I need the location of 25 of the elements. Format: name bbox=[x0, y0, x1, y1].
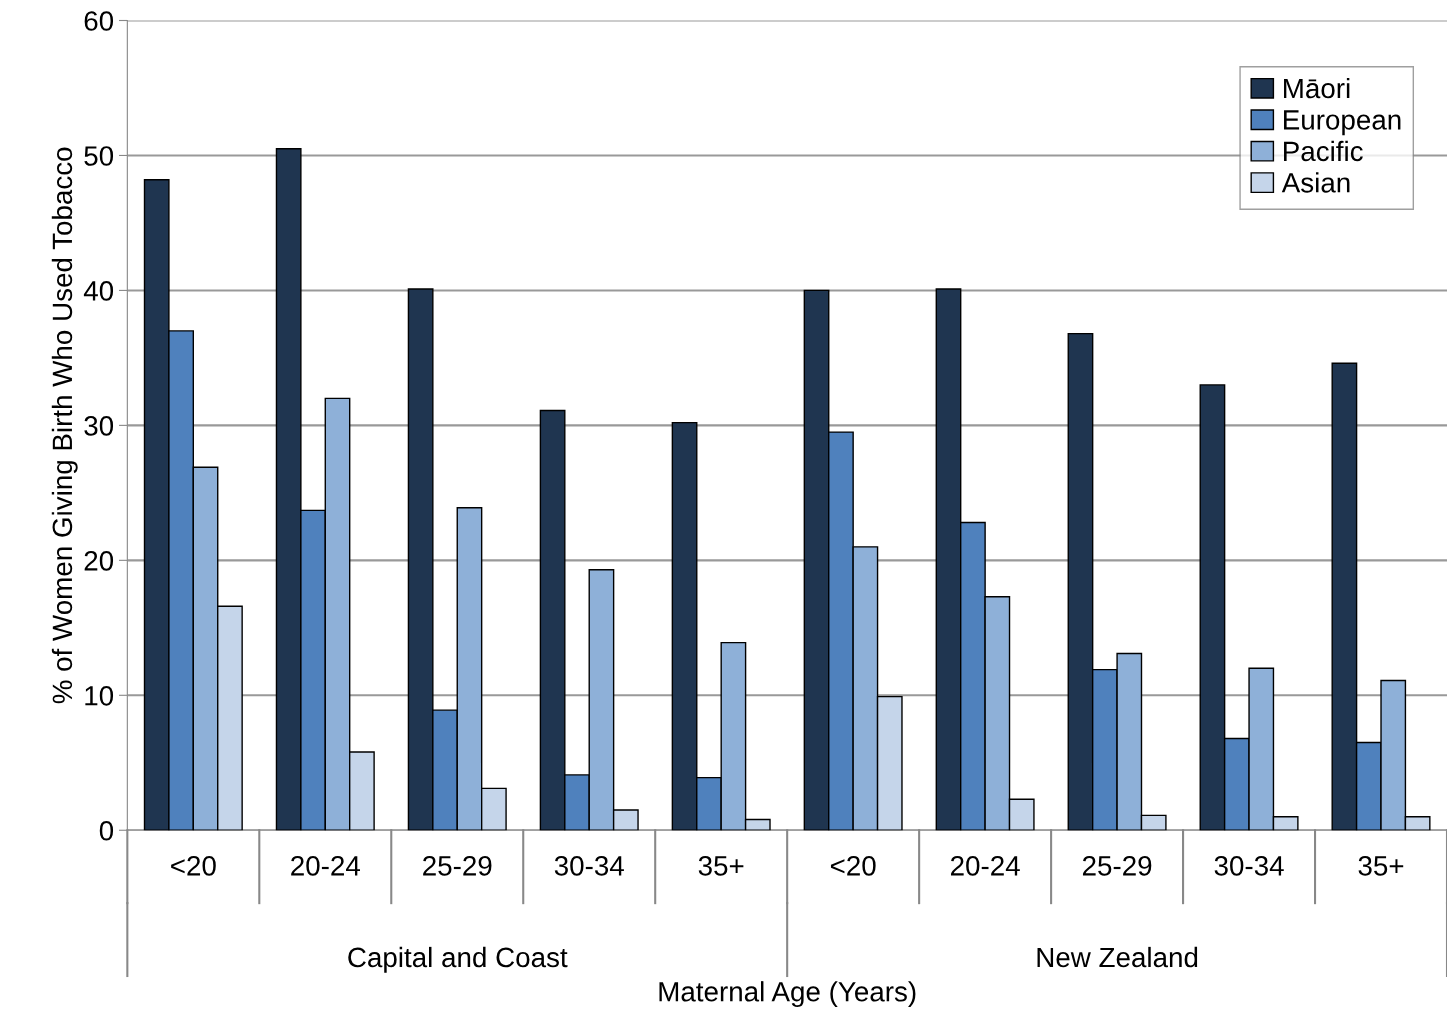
legend-label: Pacific bbox=[1284, 140, 1363, 162]
x-tick-label: 30-34 bbox=[1214, 855, 1284, 876]
text: Capital and Coast bbox=[348, 946, 568, 973]
y-tick-label: 0 bbox=[99, 820, 114, 841]
y-axis-title: % of Women Giving Birth Who Used Tobacco bbox=[51, 147, 78, 704]
y-tick-label: 60 bbox=[84, 11, 114, 31]
y-tick-label: 20 bbox=[84, 551, 114, 571]
x-tick-label: 25-29 bbox=[1082, 855, 1152, 876]
legend-label: European bbox=[1284, 110, 1401, 136]
x-axis-title: Maternal Age (Years) bbox=[659, 981, 916, 1008]
x-tick-label: 30-34 bbox=[554, 855, 624, 876]
x-tick-label: <20 bbox=[171, 855, 216, 876]
y-tick-label: 50 bbox=[84, 146, 114, 166]
x-tick-label: 20-24 bbox=[291, 855, 360, 876]
x-tick-label: 20-24 bbox=[951, 855, 1020, 876]
x-tick-label: 35+ bbox=[1358, 855, 1404, 876]
x-tick-label: <20 bbox=[830, 855, 876, 876]
y-tick-label: 10 bbox=[85, 685, 114, 706]
legend-label: Asian bbox=[1281, 172, 1350, 193]
x-tick-label: 25-29 bbox=[423, 855, 492, 876]
legend-label: Māori bbox=[1284, 77, 1350, 99]
y-tick-label: 40 bbox=[83, 281, 114, 301]
y-tick-label: 30 bbox=[84, 416, 114, 436]
x-tick-label: 35+ bbox=[698, 855, 744, 876]
text: New Zealand bbox=[1037, 946, 1198, 968]
